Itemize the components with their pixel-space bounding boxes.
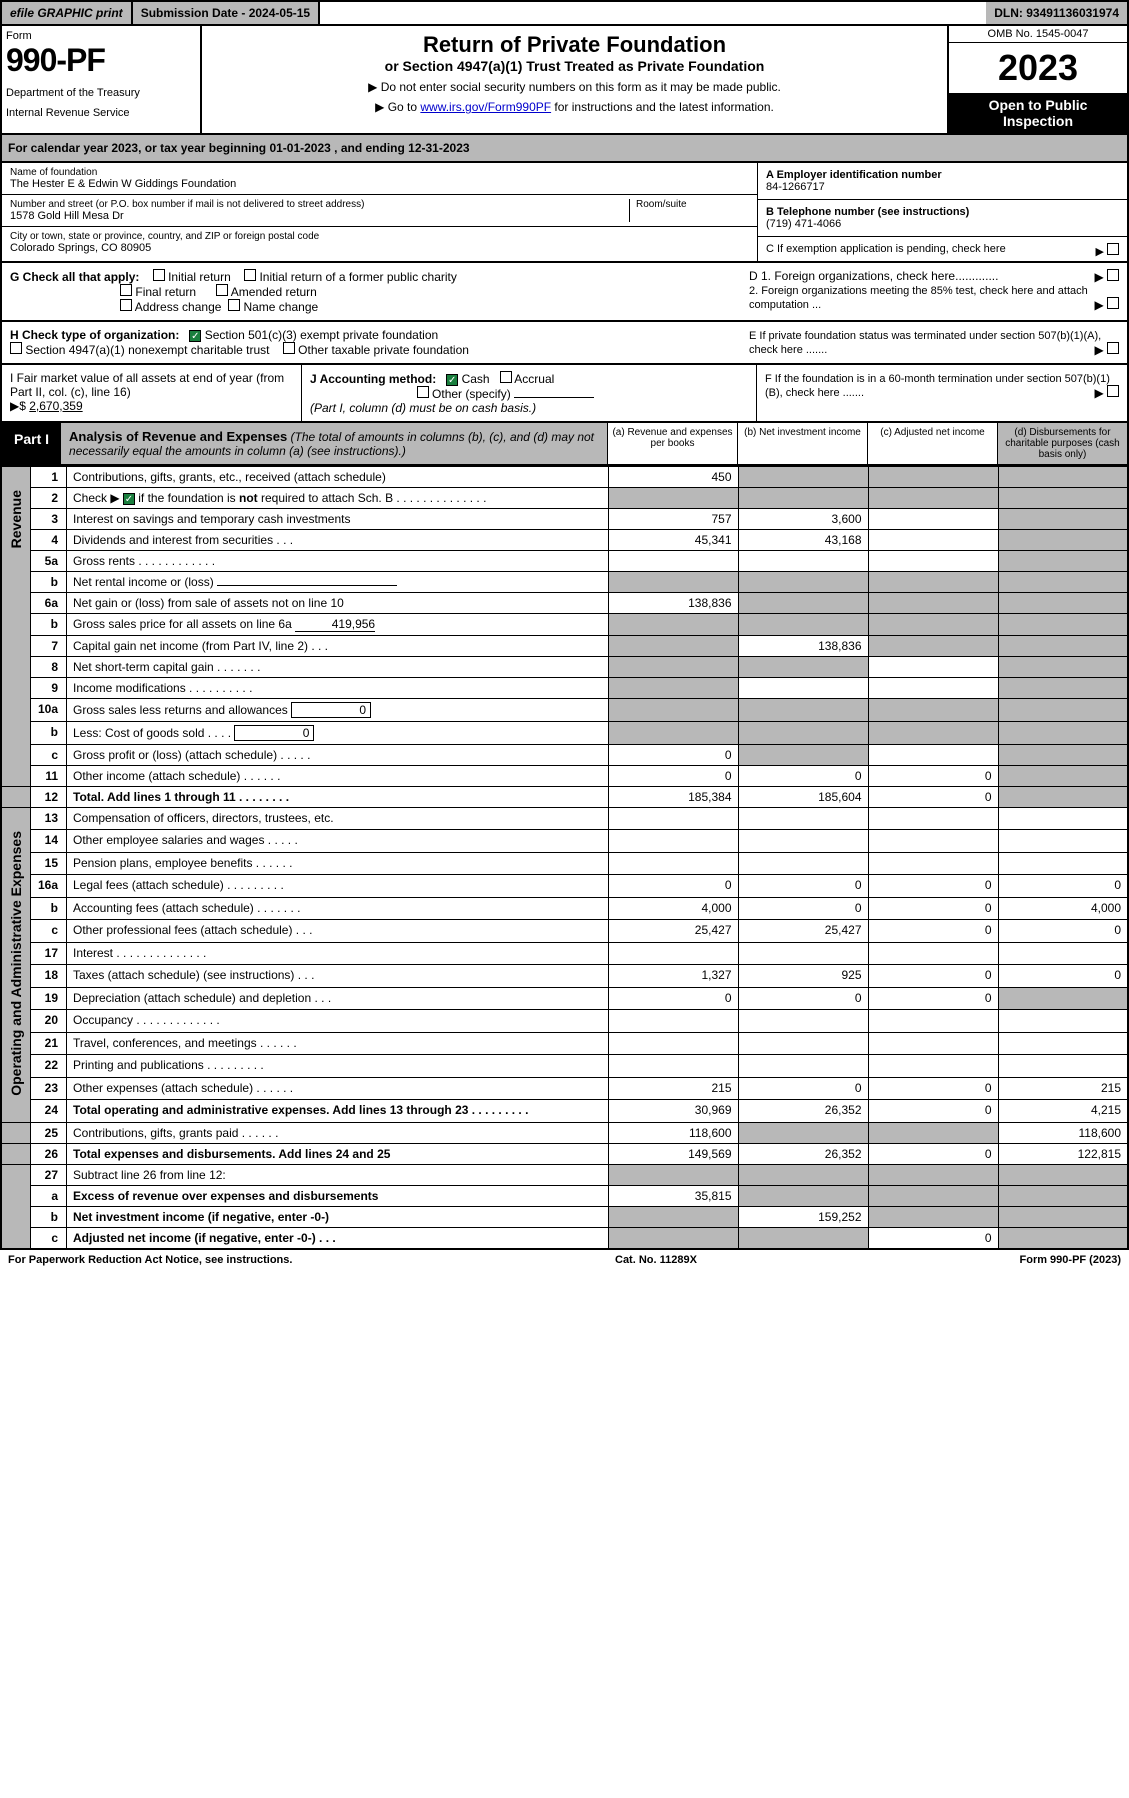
501c3-checkbox[interactable] (189, 330, 201, 342)
other-method-checkbox[interactable] (417, 386, 429, 398)
dept-treasury: Department of the Treasury (6, 87, 196, 99)
c-checkbox[interactable] (1107, 243, 1119, 255)
footer-center: Cat. No. 11289X (615, 1254, 697, 1266)
f-checkbox[interactable] (1107, 385, 1119, 397)
other-taxable-checkbox[interactable] (283, 342, 295, 354)
telephone: (719) 471-4066 (766, 218, 841, 230)
cash-checkbox[interactable] (446, 374, 458, 386)
section-g: G Check all that apply: Initial return I… (0, 263, 1129, 322)
form-title: Return of Private Foundation (208, 32, 941, 58)
part1-header: Part I Analysis of Revenue and Expenses … (0, 423, 1129, 466)
omb-number: OMB No. 1545-0047 (949, 26, 1127, 43)
d2-label: 2. Foreign organizations meeting the 85%… (749, 285, 1088, 311)
name-label: Name of foundation (10, 167, 749, 178)
c-label: C If exemption application is pending, c… (766, 243, 1006, 255)
dln: DLN: 93491136031974 (986, 2, 1127, 24)
initial-checkbox[interactable] (153, 269, 165, 281)
lines-table: Revenue 1Contributions, gifts, grants, e… (0, 466, 1129, 1250)
open-public: Open to Public Inspection (949, 93, 1127, 133)
room-label: Room/suite (636, 199, 749, 210)
city-state-zip: Colorado Springs, CO 80905 (10, 242, 749, 254)
instr-1: ▶ Do not enter social security numbers o… (208, 80, 941, 94)
d1-label: D 1. Foreign organizations, check here..… (749, 269, 998, 283)
col-a-header: (a) Revenue and expenses per books (607, 423, 737, 464)
part1-title: Analysis of Revenue and Expenses (69, 429, 287, 444)
addr-label: Number and street (or P.O. box number if… (10, 199, 629, 210)
efile-label: efile GRAPHIC print (2, 2, 131, 24)
schb-checkbox[interactable] (123, 493, 135, 505)
expenses-label: Operating and Administrative Expenses (8, 811, 24, 1116)
f-label: F If the foundation is in a 60-month ter… (765, 373, 1110, 399)
section-ij: I Fair market value of all assets at end… (0, 365, 1129, 423)
j-label: J Accounting method: (310, 372, 436, 386)
irs-link[interactable]: www.irs.gov/Form990PF (420, 100, 551, 114)
footer-right: Form 990-PF (2023) (1020, 1254, 1121, 1266)
tax-year: 2023 (949, 43, 1127, 93)
name-change-checkbox[interactable] (228, 299, 240, 311)
h-label: H Check type of organization: (10, 328, 179, 342)
irs-label: Internal Revenue Service (6, 107, 196, 119)
section-h: H Check type of organization: Section 50… (0, 322, 1129, 365)
i-label: I Fair market value of all assets at end… (10, 371, 284, 399)
j-note: (Part I, column (d) must be on cash basi… (310, 401, 536, 415)
footer-left: For Paperwork Reduction Act Notice, see … (8, 1254, 292, 1266)
col-d-header: (d) Disbursements for charitable purpose… (997, 423, 1127, 464)
street-address: 1578 Gold Hill Mesa Dr (10, 210, 629, 222)
top-bar: efile GRAPHIC print Submission Date - 20… (0, 0, 1129, 26)
form-label: Form (6, 30, 196, 42)
fmv-value: 2,670,359 (29, 399, 82, 413)
calendar-year: For calendar year 2023, or tax year begi… (0, 135, 1129, 163)
col-c-header: (c) Adjusted net income (867, 423, 997, 464)
submission-date: Submission Date - 2024-05-15 (131, 2, 320, 24)
initial-former-checkbox[interactable] (244, 269, 256, 281)
revenue-label: Revenue (8, 470, 24, 568)
form-subtitle: or Section 4947(a)(1) Trust Treated as P… (208, 58, 941, 74)
d1-checkbox[interactable] (1107, 269, 1119, 281)
instr-2: ▶ Go to www.irs.gov/Form990PF for instru… (208, 100, 941, 114)
info-block: Name of foundation The Hester E & Edwin … (0, 163, 1129, 263)
accrual-checkbox[interactable] (500, 371, 512, 383)
form-header: Form 990-PF Department of the Treasury I… (0, 26, 1129, 135)
city-label: City or town, state or province, country… (10, 231, 749, 242)
form-number: 990-PF (6, 42, 196, 79)
part1-label: Part I (2, 423, 61, 464)
amended-checkbox[interactable] (216, 284, 228, 296)
col-b-header: (b) Net investment income (737, 423, 867, 464)
ein-label: A Employer identification number (766, 169, 942, 181)
addr-change-checkbox[interactable] (120, 299, 132, 311)
e-checkbox[interactable] (1107, 342, 1119, 354)
4947-checkbox[interactable] (10, 342, 22, 354)
tel-label: B Telephone number (see instructions) (766, 206, 969, 218)
final-checkbox[interactable] (120, 284, 132, 296)
ein: 84-1266717 (766, 181, 825, 193)
g-label: G Check all that apply: (10, 270, 139, 284)
d2-checkbox[interactable] (1107, 297, 1119, 309)
page-footer: For Paperwork Reduction Act Notice, see … (0, 1250, 1129, 1270)
e-label: E If private foundation status was termi… (749, 330, 1101, 356)
foundation-name: The Hester E & Edwin W Giddings Foundati… (10, 178, 749, 190)
